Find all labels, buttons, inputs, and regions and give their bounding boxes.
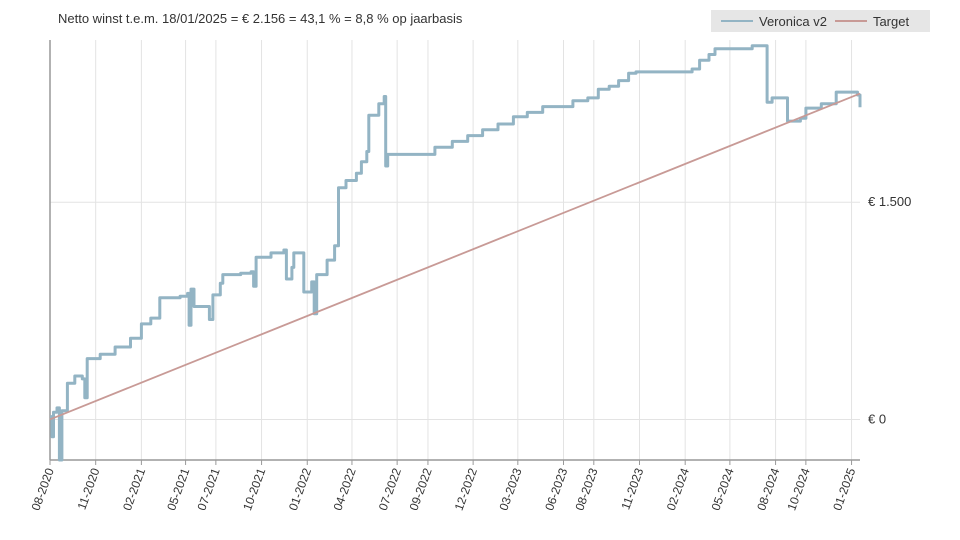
x-tick-label: 08-2023: [572, 466, 600, 512]
legend-item-series-1[interactable]: Veronica v2: [721, 14, 827, 29]
x-tick-label: 01-2025: [830, 466, 858, 512]
x-tick-label: 07-2022: [376, 466, 404, 512]
x-tick-label: 06-2023: [542, 466, 570, 512]
x-tick-label: 02-2024: [664, 466, 692, 512]
legend-item-series-2[interactable]: Target: [834, 13, 910, 29]
x-tick-label: 02-2021: [120, 466, 148, 512]
legend: Veronica v2 Target: [711, 10, 930, 32]
legend-swatch-series-2: [834, 20, 867, 22]
y-tick-label: € 1.500: [868, 194, 911, 209]
legend-label-series-1: Veronica v2: [759, 13, 827, 29]
x-tick-label: 01-2022: [286, 466, 314, 512]
x-tick-label: 11-2020: [75, 466, 103, 512]
tick-labels: 08-2020 11-2020 02-2021 05-2021 07-2021 10-20…: [29, 194, 912, 512]
x-tick-label: 08-2020: [29, 466, 57, 512]
x-tick-label: 03-2023: [496, 466, 524, 512]
x-tick-label: 05-2024: [708, 466, 736, 512]
x-tick-label: 10-2021: [240, 466, 268, 512]
axes: [49, 40, 860, 461]
x-tick-label: 07-2021: [194, 466, 222, 512]
y-tick-label: € 0: [868, 411, 886, 426]
gridlines: [49, 40, 860, 465]
x-tick-label: 12-2022: [452, 466, 480, 512]
legend-label-series-2: Target: [872, 13, 910, 29]
x-tick-label: 08-2024: [754, 466, 782, 512]
x-tick-label: 09-2022: [407, 466, 435, 512]
series-line-1: [50, 44, 862, 462]
chart-title: Netto winst t.e.m. 18/01/2025 = € 2.156 …: [58, 11, 463, 26]
x-tick-label: 10-2024: [784, 466, 812, 512]
x-tick-label: 05-2021: [164, 466, 192, 512]
series-line-2: [49, 92, 861, 421]
x-tick-label: 04-2022: [331, 466, 359, 512]
legend-swatch-series-1: [721, 20, 753, 22]
x-tick-label: 11-2023: [618, 466, 646, 512]
series-lines: [49, 44, 862, 462]
